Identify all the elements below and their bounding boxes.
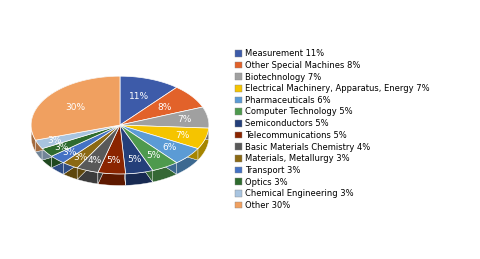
Polygon shape [120, 125, 198, 163]
Text: 7%: 7% [177, 115, 191, 124]
Polygon shape [120, 125, 126, 185]
Text: 6%: 6% [163, 143, 177, 152]
Polygon shape [198, 128, 209, 160]
Text: 5%: 5% [127, 155, 141, 164]
Polygon shape [51, 125, 120, 168]
Legend: Measurement 11%, Other Special Machines 8%, Biotechnology 7%, Electrical Machine: Measurement 11%, Other Special Machines … [235, 49, 430, 210]
Polygon shape [120, 125, 209, 149]
Polygon shape [42, 125, 120, 160]
Text: 5%: 5% [146, 151, 160, 160]
Polygon shape [120, 125, 177, 174]
Polygon shape [42, 125, 120, 160]
Text: 3%: 3% [62, 148, 77, 157]
Polygon shape [120, 125, 198, 160]
Polygon shape [42, 149, 51, 168]
Polygon shape [63, 125, 120, 168]
Polygon shape [203, 107, 209, 140]
Polygon shape [120, 125, 177, 170]
Polygon shape [51, 125, 120, 163]
Polygon shape [120, 125, 153, 182]
Polygon shape [120, 125, 177, 174]
Polygon shape [51, 125, 120, 168]
Polygon shape [120, 125, 153, 182]
Polygon shape [77, 125, 120, 172]
Text: 3%: 3% [73, 153, 87, 162]
Polygon shape [77, 125, 120, 179]
Text: 30%: 30% [65, 103, 85, 112]
Polygon shape [63, 163, 77, 179]
Polygon shape [153, 163, 177, 182]
Polygon shape [98, 125, 126, 174]
Polygon shape [120, 125, 209, 140]
Text: 11%: 11% [129, 92, 149, 101]
Polygon shape [120, 125, 209, 140]
Polygon shape [63, 125, 120, 174]
Polygon shape [120, 87, 203, 125]
Text: 7%: 7% [175, 131, 190, 140]
Polygon shape [77, 125, 120, 179]
Polygon shape [120, 125, 153, 174]
Polygon shape [120, 76, 177, 125]
Polygon shape [31, 76, 120, 152]
Polygon shape [120, 125, 126, 185]
Polygon shape [126, 170, 153, 185]
Polygon shape [98, 172, 126, 185]
Text: 3%: 3% [48, 136, 62, 145]
Polygon shape [77, 168, 98, 184]
Text: 8%: 8% [157, 103, 172, 112]
Polygon shape [42, 125, 120, 156]
Polygon shape [98, 125, 120, 184]
Polygon shape [36, 140, 42, 160]
Text: 5%: 5% [107, 156, 121, 165]
Polygon shape [177, 149, 198, 174]
Polygon shape [98, 125, 120, 184]
Text: 3%: 3% [54, 142, 68, 152]
Polygon shape [36, 125, 120, 149]
Polygon shape [63, 125, 120, 174]
Polygon shape [31, 76, 120, 140]
Polygon shape [120, 107, 209, 128]
Polygon shape [51, 156, 63, 174]
Text: 4%: 4% [87, 156, 102, 165]
Polygon shape [120, 125, 198, 160]
Polygon shape [36, 125, 120, 152]
Polygon shape [36, 125, 120, 152]
